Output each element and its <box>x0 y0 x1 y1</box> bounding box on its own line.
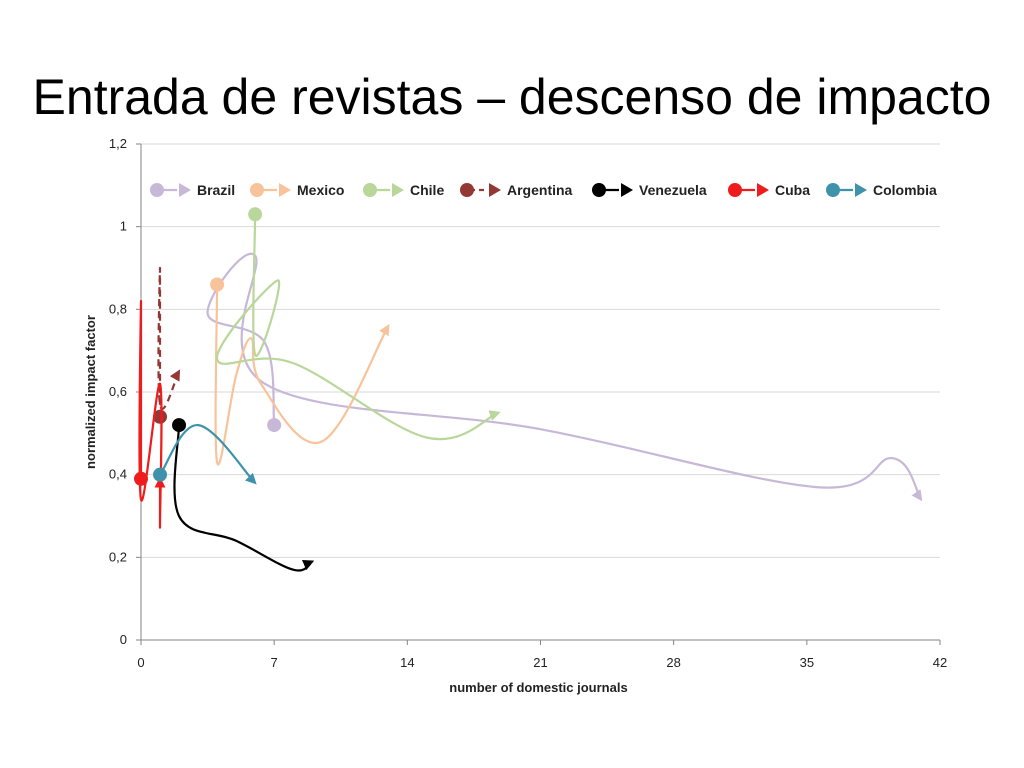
legend-marker <box>460 183 474 197</box>
legend-arrow-icon <box>179 183 191 197</box>
x-tick-label: 7 <box>271 655 278 670</box>
legend-arrow-icon <box>279 183 291 197</box>
legend-item-mexico: Mexico <box>250 182 344 198</box>
series-argentina <box>153 266 181 424</box>
legend-arrow-icon <box>621 183 633 197</box>
series-line-brazil <box>206 252 923 502</box>
legend-marker <box>826 183 840 197</box>
page-title: Entrada de revistas – descenso de impact… <box>32 69 992 125</box>
legend-label: Argentina <box>507 182 573 198</box>
legend-label: Cuba <box>775 182 810 198</box>
legend-arrow-icon <box>757 183 769 197</box>
y-tick-label: 1,2 <box>109 136 127 151</box>
legend-label: Chile <box>410 182 444 198</box>
series-line-mexico <box>214 284 390 466</box>
x-tick-label: 0 <box>137 655 144 670</box>
series-line-cuba <box>138 299 166 529</box>
x-tick-label: 42 <box>933 655 947 670</box>
series-start-point-colombia <box>153 467 168 482</box>
legend-marker <box>592 183 606 197</box>
x-axis-title: number of domestic journals <box>449 680 627 695</box>
legend-arrow-icon <box>855 183 867 197</box>
series-chile <box>216 207 501 441</box>
legend-marker <box>250 183 264 197</box>
y-tick-label: 0,8 <box>109 301 127 316</box>
legend-label: Venezuela <box>639 182 707 198</box>
chart-legend: Brazil Mexico Chile Argentina Venezuela Cuba C… <box>150 182 937 198</box>
series-brazil <box>206 252 923 502</box>
legend-arrow-icon <box>489 183 501 197</box>
y-tick-label: 0 <box>120 632 127 647</box>
legend-item-chile: Chile <box>363 182 444 198</box>
chart-series <box>134 207 923 572</box>
x-tick-label: 21 <box>533 655 547 670</box>
y-axis-title: normalized impact factor <box>83 315 98 469</box>
series-mexico <box>210 277 390 466</box>
y-tick-label: 0,4 <box>109 467 127 482</box>
legend-item-venezuela: Venezuela <box>592 182 707 198</box>
series-cuba <box>134 299 166 529</box>
y-tick-label: 1 <box>120 219 127 234</box>
legend-label: Mexico <box>297 182 344 198</box>
series-start-point-brazil <box>267 418 282 433</box>
series-line-colombia <box>159 423 257 485</box>
series-start-point-argentina <box>153 409 168 424</box>
series-start-point-venezuela <box>172 418 187 433</box>
legend-marker <box>150 183 164 197</box>
y-tick-label: 0,6 <box>109 384 127 399</box>
y-tick-label: 0,2 <box>109 549 127 564</box>
series-colombia <box>153 423 257 485</box>
series-line-chile <box>216 214 501 441</box>
legend-item-argentina: Argentina <box>460 182 573 198</box>
legend-label: Brazil <box>197 182 235 198</box>
legend-item-cuba: Cuba <box>728 182 810 198</box>
x-tick-label: 14 <box>400 655 414 670</box>
x-tick-label: 35 <box>800 655 814 670</box>
legend-marker <box>728 183 742 197</box>
legend-label: Colombia <box>873 182 937 198</box>
series-start-point-chile <box>248 207 263 222</box>
legend-item-brazil: Brazil <box>150 182 235 198</box>
legend-marker <box>363 183 377 197</box>
series-start-point-cuba <box>134 471 148 486</box>
series-start-point-mexico <box>210 277 225 292</box>
series-line-venezuela <box>173 425 315 572</box>
x-tick-label: 28 <box>666 655 680 670</box>
series-venezuela <box>172 418 315 572</box>
chart-axes: 0 0,2 0,4 0,6 0,8 1 1,2 0 7 14 21 28 35 42 number of d… <box>83 136 947 695</box>
legend-arrow-icon <box>392 183 404 197</box>
legend-item-colombia: Colombia <box>826 182 937 198</box>
